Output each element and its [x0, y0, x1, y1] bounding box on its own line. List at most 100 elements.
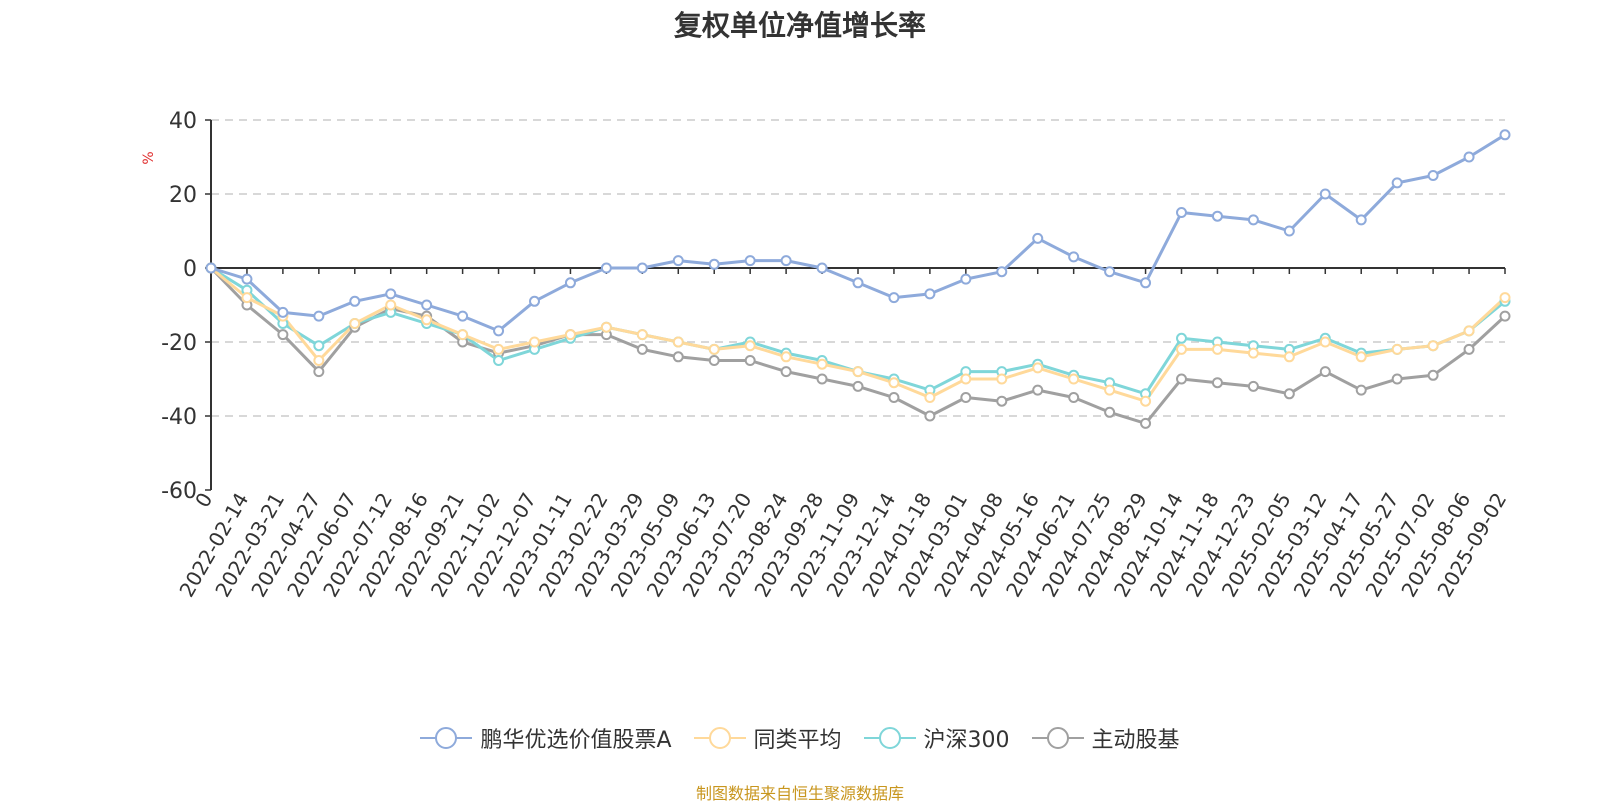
data-point [529, 295, 540, 307]
data-point [924, 410, 936, 422]
data-point [708, 258, 720, 270]
data-point [1140, 395, 1152, 407]
data-point [924, 288, 936, 300]
data-point [421, 299, 433, 311]
data-point [241, 273, 253, 285]
data-point [1463, 343, 1475, 355]
data-point [1319, 336, 1331, 348]
y-tick-label: -20 [161, 331, 197, 356]
data-point [780, 351, 792, 363]
series-line [209, 266, 1507, 425]
data-point [708, 355, 720, 366]
data-point [816, 373, 828, 385]
data-point [493, 325, 505, 337]
legend-label: 同类平均 [753, 728, 842, 753]
data-point [744, 355, 756, 366]
legend-swatch-icon [420, 726, 473, 750]
legend-swatch-icon [863, 726, 916, 750]
data-point [313, 310, 325, 322]
data-point [313, 340, 325, 352]
y-tick-label: 40 [169, 109, 197, 134]
axes: -60-40-200204002022-02-142022-03-212022-… [161, 109, 1511, 601]
data-point [493, 355, 505, 366]
data-point [1355, 214, 1367, 226]
y-axis-label: % [141, 151, 157, 164]
data-point [1068, 373, 1080, 385]
data-point [1104, 384, 1116, 396]
data-point [1463, 151, 1475, 163]
data-point [277, 306, 289, 318]
data-point [672, 336, 684, 348]
legend-item[interactable]: 鹏华优选价值股票A [420, 722, 672, 754]
legend: 鹏华优选价值股票A 同类平均 沪深300 主动股基 [0, 722, 1600, 754]
data-point [349, 318, 361, 329]
data-point [816, 262, 828, 274]
data-point [1032, 232, 1044, 244]
data-point [1211, 210, 1223, 222]
data-point [493, 343, 505, 355]
legend-label: 鹏华优选价值股票A [480, 728, 672, 753]
data-point [457, 329, 469, 341]
legend-item[interactable]: 同类平均 [693, 722, 842, 754]
data-point [600, 321, 612, 333]
data-point [708, 343, 720, 355]
data-point [996, 395, 1008, 407]
data-point [1283, 225, 1295, 237]
data-point [1176, 332, 1187, 344]
data-point [780, 255, 792, 267]
data-point [1391, 177, 1403, 189]
data-point [852, 366, 864, 378]
data-point [205, 262, 217, 274]
data-point [636, 262, 648, 274]
y-tick-label: -40 [161, 405, 197, 430]
data-point [996, 373, 1008, 385]
data-point [816, 358, 828, 370]
data-point [888, 292, 900, 304]
data-point [888, 392, 900, 403]
data-point [313, 366, 325, 378]
chart-title: 复权单位净值增长率 [673, 9, 926, 42]
data-point [1499, 129, 1511, 141]
data-point [1391, 373, 1403, 385]
gridlines [211, 119, 1505, 417]
y-tick-label: 20 [169, 183, 197, 208]
data-point [457, 310, 469, 322]
data-point [421, 314, 433, 326]
data-point [1355, 384, 1367, 396]
data-point [672, 255, 684, 267]
data-point [852, 380, 864, 392]
legend-label: 沪深300 [923, 728, 1010, 753]
data-point [888, 377, 900, 389]
legend-swatch-icon [693, 726, 746, 750]
data-point [1319, 366, 1331, 378]
data-point [1391, 343, 1403, 355]
legend-item[interactable]: 主动股基 [1031, 722, 1180, 754]
series-markers [205, 129, 1511, 429]
data-point [313, 355, 325, 366]
data-point [1032, 384, 1044, 396]
data-point [564, 329, 576, 341]
data-point [1211, 343, 1223, 355]
data-point [852, 277, 864, 289]
data-point [241, 292, 253, 304]
data-point [1247, 347, 1259, 359]
data-point [744, 255, 756, 267]
data-point [385, 288, 397, 300]
data-point [1032, 362, 1044, 374]
data-point [744, 340, 756, 352]
data-point [1283, 351, 1295, 363]
data-point [600, 262, 612, 274]
data-point [529, 336, 540, 348]
data-point [1247, 214, 1259, 226]
legend-item[interactable]: 沪深300 [863, 722, 1010, 754]
data-point [564, 277, 576, 289]
data-point [960, 373, 972, 385]
data-point [1068, 392, 1080, 403]
y-tick-label: 0 [183, 257, 197, 282]
x-tick-label: 0 [190, 489, 217, 512]
data-point [1104, 266, 1116, 278]
data-point [960, 273, 972, 285]
data-point [1499, 292, 1511, 304]
data-point [1319, 188, 1331, 200]
data-point [1283, 388, 1295, 400]
